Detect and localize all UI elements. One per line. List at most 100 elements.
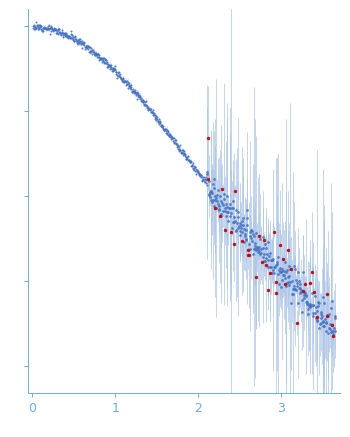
Point xyxy=(124,82,129,89)
Point xyxy=(153,111,158,118)
Point xyxy=(267,250,272,257)
Point xyxy=(30,22,36,29)
Point xyxy=(132,90,138,97)
Point xyxy=(233,227,239,234)
Point xyxy=(228,209,234,216)
Point xyxy=(206,191,211,198)
Point xyxy=(77,35,83,42)
Point xyxy=(102,57,108,64)
Point xyxy=(185,155,190,162)
Point xyxy=(161,126,167,133)
Point xyxy=(137,93,143,100)
Point xyxy=(70,32,75,39)
Point xyxy=(286,282,292,289)
Point xyxy=(52,25,58,32)
Point xyxy=(111,64,117,71)
Point xyxy=(116,72,122,79)
Point xyxy=(254,244,260,251)
Point xyxy=(159,122,164,129)
Point xyxy=(94,53,100,60)
Point xyxy=(273,264,278,271)
Point xyxy=(145,106,151,113)
Point xyxy=(105,63,111,70)
Point xyxy=(239,217,245,224)
Point xyxy=(97,57,102,64)
Point xyxy=(56,25,62,32)
Point xyxy=(264,250,270,257)
Point xyxy=(81,40,86,47)
Point xyxy=(166,133,172,140)
Point xyxy=(227,204,232,211)
Point xyxy=(304,298,310,305)
Point xyxy=(299,296,305,303)
Point xyxy=(113,66,118,73)
Point xyxy=(114,71,120,78)
Point xyxy=(100,57,106,64)
Point xyxy=(273,289,279,296)
Point xyxy=(145,102,150,109)
Point xyxy=(274,259,279,266)
Point xyxy=(204,168,210,175)
Point xyxy=(129,83,134,90)
Point xyxy=(70,35,76,42)
Point xyxy=(201,177,206,184)
Point xyxy=(291,283,296,290)
Point xyxy=(219,200,225,207)
Point xyxy=(332,312,337,319)
Point xyxy=(231,198,236,205)
Point xyxy=(203,177,209,184)
Point xyxy=(168,132,174,139)
Point xyxy=(309,290,315,297)
Point xyxy=(189,161,195,168)
Point xyxy=(180,149,186,156)
Point xyxy=(41,24,47,31)
Point xyxy=(252,245,257,252)
Point xyxy=(297,285,303,292)
Point xyxy=(329,321,335,328)
Point xyxy=(66,32,72,39)
Point xyxy=(147,106,153,113)
Point xyxy=(253,273,259,280)
Point xyxy=(125,81,131,88)
Point xyxy=(42,24,48,31)
Point xyxy=(288,300,294,307)
Point xyxy=(85,43,90,50)
Point xyxy=(89,48,94,55)
Point xyxy=(208,188,214,195)
Point xyxy=(54,29,60,36)
Point xyxy=(205,135,211,142)
Point xyxy=(204,182,209,189)
Point xyxy=(265,257,271,264)
Point xyxy=(293,276,299,283)
Point xyxy=(281,271,287,278)
Point xyxy=(242,230,247,237)
Point xyxy=(140,98,146,105)
Point xyxy=(103,55,108,62)
Point xyxy=(119,75,124,82)
Point xyxy=(158,123,164,130)
Point xyxy=(155,118,161,125)
Point xyxy=(64,30,69,37)
Point xyxy=(120,78,126,85)
Point xyxy=(164,129,170,136)
Point xyxy=(218,210,224,217)
Point xyxy=(139,97,144,104)
Point xyxy=(316,299,322,306)
Point xyxy=(89,46,95,53)
Point xyxy=(144,102,149,109)
Point xyxy=(315,299,321,306)
Point xyxy=(192,164,197,171)
Point xyxy=(157,118,163,125)
Point xyxy=(86,44,91,51)
Point xyxy=(86,49,92,56)
Point xyxy=(143,102,149,109)
Point xyxy=(138,98,144,105)
Point xyxy=(292,263,297,270)
Point xyxy=(202,176,208,183)
Point xyxy=(61,29,66,36)
Point xyxy=(38,23,44,30)
Point xyxy=(196,170,202,177)
Point xyxy=(144,104,150,111)
Point xyxy=(244,206,250,213)
Point xyxy=(167,132,172,139)
